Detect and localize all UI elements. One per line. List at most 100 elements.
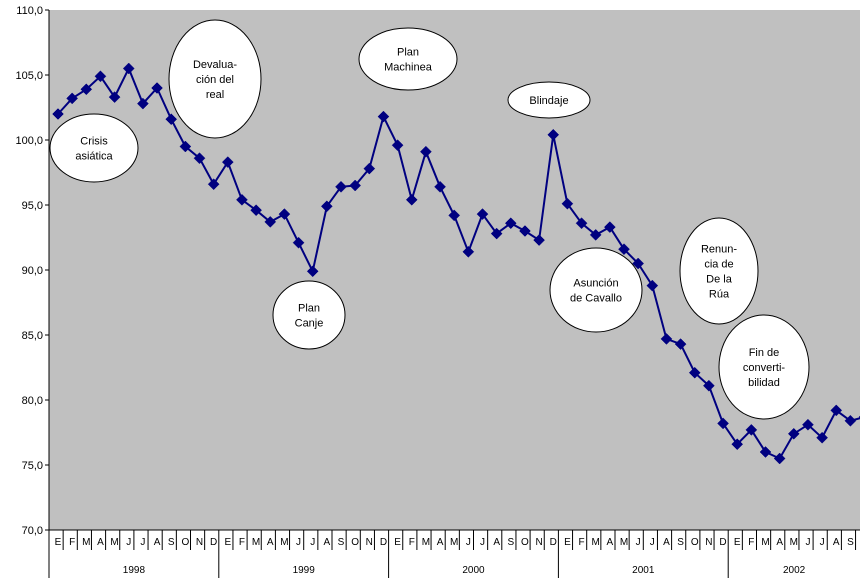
data-point [66,92,79,105]
month-label: F [69,537,75,548]
data-point [462,245,475,258]
data-point [603,221,616,233]
annotation-ellipse [168,19,262,139]
annotation-bubble: Plan Machinea [358,27,458,91]
annotation-bubble: Renun-cia de De la Rúa [679,217,759,325]
data-point [250,204,262,217]
month-label: M [280,537,288,548]
month-label: E [224,537,231,548]
month-label: J [805,537,810,548]
month-label: J [650,537,655,548]
annotation-bubble: Blindaje [507,81,591,119]
month-label: E [564,537,571,548]
month-label: J [310,537,315,548]
data-point [80,83,93,96]
month-label: D [210,537,217,548]
month-label: N [705,537,712,548]
annotation-text: Asunción [573,278,618,290]
annotation-ellipse [507,81,591,119]
year-label: 2002 [783,565,806,576]
month-label: A [154,537,161,548]
data-point [816,431,828,444]
data-point [632,257,645,270]
data-point [165,113,178,126]
data-point [618,243,630,256]
month-label: O [691,537,699,548]
data-point [349,179,362,192]
data-point [391,139,404,152]
annotation-text: de Cavallo [570,293,622,305]
annotation-ellipse [272,280,346,350]
data-point [122,62,135,75]
month-label: O [351,537,359,548]
month-label: J [140,537,145,548]
month-label: S [338,537,345,548]
month-label: M [110,537,118,548]
annotation-text: asiática [75,151,113,163]
year-label: 2001 [632,565,655,576]
month-label: J [296,537,301,548]
y-axis: 70,0 75,0 80,0 85,0 90,0 95,0 100,0 105,0 110,0 [15,5,50,550]
data-point [787,427,800,440]
data-point [533,234,545,246]
month-label: A [97,537,104,548]
annotation-text: Rúa [709,289,730,301]
month-label: M [620,537,628,548]
month-label: A [776,537,783,548]
month-label: M [592,537,600,548]
data-point [306,265,319,278]
data-point [717,417,729,430]
data-point [221,156,234,168]
annotation-text: De la [706,274,733,286]
month-label: O [521,537,529,548]
annotation-text: Blindaje [529,95,568,107]
annotation-ellipse [549,247,643,333]
annotation-text: Machinea [384,62,433,74]
data-point [420,145,432,158]
data-point [320,200,333,213]
month-label: A [663,537,670,548]
data-point [773,452,786,465]
annotation-ellipse [49,113,139,183]
data-point [476,208,489,220]
data-point [137,97,149,110]
y-tick-label: 80,0 [22,395,43,407]
month-label: S [507,537,514,548]
annotation-text: Devalua- [193,59,237,71]
year-label: 2000 [462,565,485,576]
data-point [547,128,560,141]
month-label: A [267,537,274,548]
annotation-bubble: Crisis asiática [49,113,139,183]
month-label: S [847,537,854,548]
data-point [193,152,206,165]
y-tick-label: 100,0 [15,135,43,147]
year-label: 1999 [293,565,316,576]
month-label: M [450,537,458,548]
annotation-text: real [206,89,224,101]
month-label: J [820,537,825,548]
y-tick-label: 105,0 [15,70,43,82]
annotation-text: converti- [743,362,786,374]
annotation-ellipse [718,314,810,420]
data-point [674,338,687,350]
data-point [490,227,503,240]
month-label: J [126,537,131,548]
month-label: E [55,537,62,548]
month-label: M [82,537,90,548]
data-point [377,110,390,123]
series-line [57,66,860,460]
data-point [335,180,347,193]
data-point [561,197,574,210]
data-point [405,193,418,206]
annotation-text: cia de [704,259,733,271]
data-point [434,180,446,193]
data-point [448,209,461,222]
y-tick-label: 75,0 [22,460,43,472]
month-label: E [734,537,741,548]
data-point [504,217,517,230]
month-label: M [761,537,769,548]
annotation-bubble: Asunción de Cavallo [549,247,643,333]
annotation-text: Renun- [701,244,737,256]
month-label: J [480,537,485,548]
